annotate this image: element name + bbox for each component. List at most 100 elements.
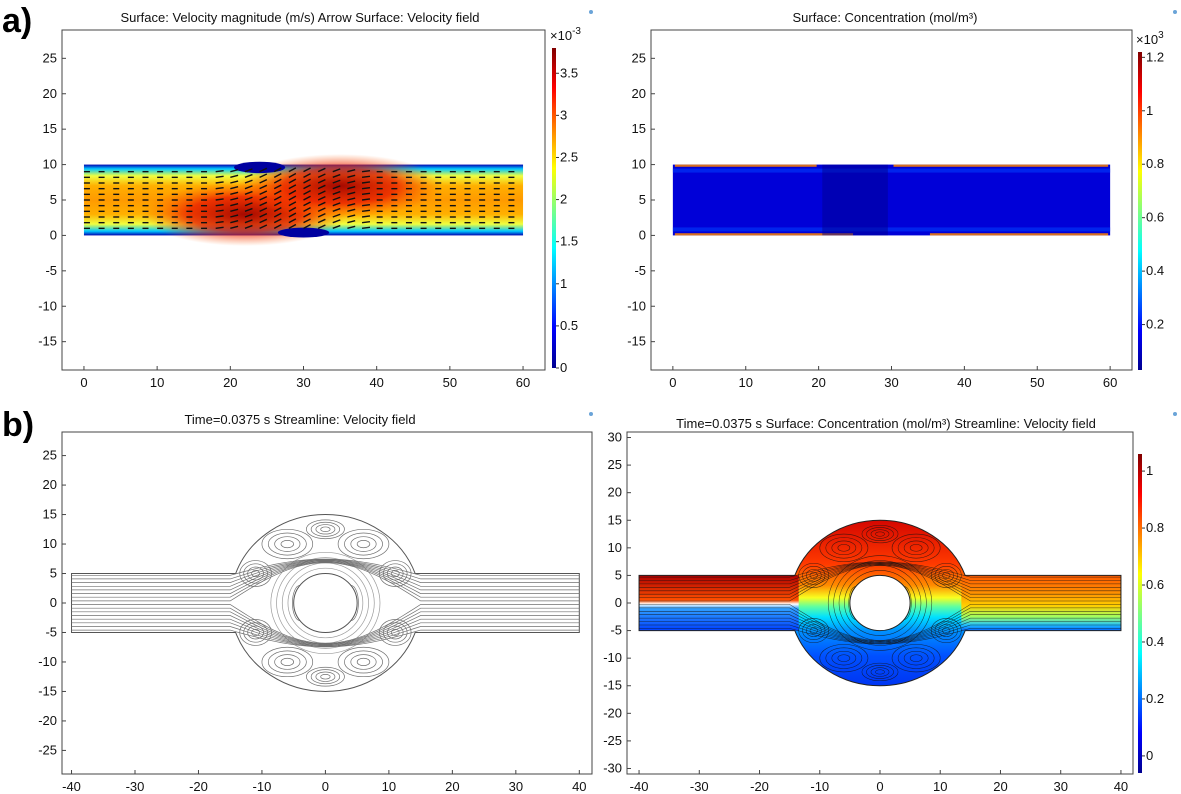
vortex-loop (344, 650, 383, 674)
x-tick-label: 50 (1030, 375, 1044, 390)
velocity-arrow (332, 179, 341, 184)
x-tick-label: -30 (690, 779, 709, 794)
velocity-arrow (244, 173, 253, 178)
vortex-loop (274, 654, 301, 670)
vortex-loop (243, 622, 268, 643)
velocity-arrow (317, 201, 326, 207)
velocity-arrow (288, 201, 297, 207)
x-tick-label: 40 (572, 779, 586, 794)
x-tick-label: 0 (669, 375, 676, 390)
x-tick-label: -10 (810, 779, 829, 794)
panel-concentration-a: Surface: Concentration (mol/m³) 0 10 20 30 4… (627, 10, 1177, 390)
vortex-loop (942, 627, 951, 634)
velocity-arrow (347, 186, 356, 190)
vortex-loop (938, 569, 955, 582)
y-tick-label: -5 (634, 263, 646, 278)
vortex-loop (938, 624, 955, 637)
velocity-arrow (215, 186, 224, 190)
velocity-arrow (215, 198, 224, 201)
streamline (71, 560, 580, 587)
y-tick-label: 20 (43, 86, 57, 101)
vortex-loop (382, 563, 408, 584)
vortex-loop (809, 572, 818, 579)
settings-icon[interactable] (1173, 412, 1177, 416)
panel-label-b: b) (2, 406, 34, 444)
chart-title: Time=0.0375 s Surface: Concentration (mo… (676, 416, 1096, 431)
vortex-loop (356, 657, 371, 667)
y-tick-label: 0 (50, 595, 57, 610)
colorbar-tick-label: 0.5 (560, 318, 578, 333)
velocity-arrow (259, 167, 268, 173)
concentration-wall-edge (674, 164, 817, 167)
streamline (71, 618, 580, 646)
streamline (71, 622, 580, 647)
vortex-loop (251, 628, 260, 637)
velocity-arrow (332, 202, 341, 207)
settings-icon[interactable] (1173, 10, 1177, 14)
vortex-loop (909, 654, 923, 662)
y-tick-label: 30 (608, 430, 622, 445)
colorbar-bar (552, 48, 556, 368)
vortex-loop (280, 657, 295, 667)
velocity-arrow (273, 184, 282, 190)
velocity-arrow (244, 202, 253, 207)
velocity-arrow (317, 196, 326, 201)
vortex-loop (390, 628, 400, 637)
velocity-arrow (332, 224, 341, 229)
multiplier-exponent: -3 (572, 26, 581, 37)
velocity-arrow (230, 203, 239, 207)
streamline-clip (639, 524, 1121, 682)
vortex-loop (261, 646, 314, 678)
y-tick-label: 25 (608, 457, 622, 472)
y-tick-label: -10 (38, 654, 57, 669)
streamline (639, 624, 1121, 644)
velocity-arrow (230, 225, 239, 230)
velocity-arrow (347, 191, 356, 196)
vortex-loop (315, 524, 336, 535)
velocity-arrow (244, 190, 253, 195)
vortex-loop (802, 621, 826, 640)
x-tick-label: 20 (445, 779, 459, 794)
streamline (639, 564, 1121, 598)
vortex-loop (934, 566, 958, 585)
vortex-loop (809, 627, 818, 634)
vortex-loop (903, 540, 929, 556)
settings-icon[interactable] (589, 10, 593, 14)
obstacle (293, 573, 358, 633)
colorbar-tick-label: 0.6 (1146, 577, 1164, 592)
velocity-arrow (347, 220, 356, 224)
x-tick-label: -40 (630, 779, 649, 794)
streamline (639, 564, 1121, 602)
panel-label-a: a) (2, 2, 32, 40)
concentration-wall-edge (929, 233, 1109, 236)
velocity-arrow (215, 175, 224, 179)
vortex-loop (344, 532, 383, 556)
obstacle (849, 574, 911, 632)
streamline (639, 614, 1121, 643)
vortex-loop (825, 647, 863, 669)
panel-velocity-magnitude: Surface: Velocity magnitude (m/s) Arrow … (38, 10, 593, 390)
velocity-arrow (215, 215, 224, 218)
velocity-arrow (215, 169, 224, 173)
y-tick-label: 0 (615, 595, 622, 610)
x-tick-label: 40 (369, 375, 383, 390)
y-tick-label: -15 (627, 334, 646, 349)
colorbar-tick-label: 0.4 (1146, 263, 1164, 278)
vortex-loop (337, 528, 390, 560)
y-tick-label: 20 (632, 86, 646, 101)
vortex-loop (337, 646, 390, 678)
chart-title: Surface: Velocity magnitude (m/s) Arrow … (120, 10, 479, 25)
settings-icon[interactable] (589, 412, 593, 416)
vortex-loop (261, 528, 314, 560)
vortex-loop (310, 669, 341, 685)
velocity-arrow (215, 203, 224, 207)
multiplier-base: ×10 (550, 28, 572, 43)
y-tick-label: 25 (43, 448, 57, 463)
velocity-arrow (230, 174, 239, 179)
vortex-loop (356, 539, 371, 549)
obstacle-wrap-line (270, 551, 381, 655)
axes: 0 10 20 30 40 50 60 -15 -10 -5 0 5 10 15 20 25 (627, 50, 1117, 390)
vortex-loop (837, 544, 851, 552)
concentration-depleted-zone (822, 164, 888, 236)
